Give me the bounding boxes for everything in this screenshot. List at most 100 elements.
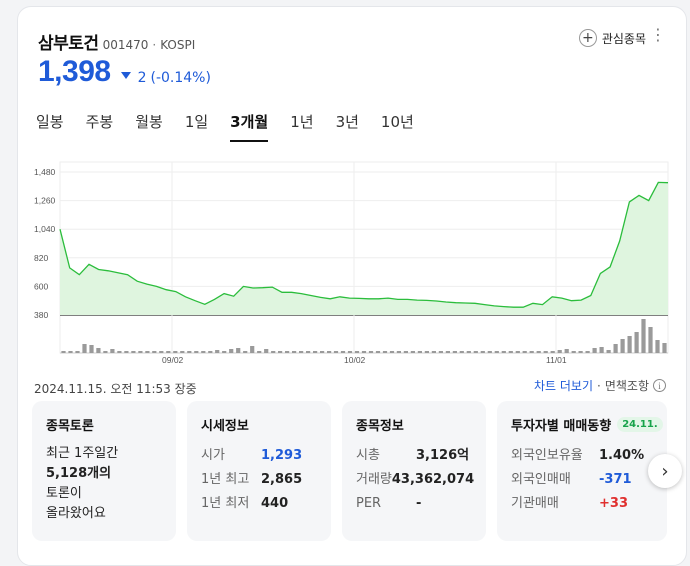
volume-bar: [585, 351, 590, 353]
current-price: 1,398: [38, 55, 111, 88]
period-tabs: 일봉 주봉 월봉 1일 3개월 1년 3년 10년: [36, 107, 436, 142]
price-area: [60, 182, 668, 315]
volume-bar: [606, 350, 611, 353]
tab-period[interactable]: 10년: [380, 113, 414, 131]
investor-panel[interactable]: 투자자별 매매동향 24.11. 외국인보유율 1.40% 외국인매매 -371 기관…: [497, 401, 667, 541]
investor-row: 외국인보유율 1.40%: [511, 448, 645, 463]
volume-bar: [536, 351, 541, 353]
tab-period[interactable]: 일봉: [36, 113, 64, 131]
volume-bar: [557, 350, 562, 353]
volume-bar: [229, 349, 234, 353]
y-tick-label: 1,260: [34, 196, 56, 206]
investor-row: 기관매매 +33: [511, 496, 628, 511]
quote-row: 시가 1,293: [201, 448, 303, 463]
more-vertical-icon[interactable]: ⋮: [650, 25, 666, 44]
stockinfo-panel[interactable]: 종목정보 시총 3,126억 거래량 43,362,074 PER -: [342, 401, 486, 541]
volume-bar: [613, 344, 618, 353]
tab-period[interactable]: 주봉: [85, 113, 114, 131]
stock-name[interactable]: 삼부토건: [38, 34, 99, 54]
volume-bar: [327, 351, 332, 353]
stock-card: 삼부토건 001470 · KOSPI + 관심종목 ⋮ 1,398 2 (-0…: [17, 6, 687, 566]
chevron-right-icon[interactable]: ›: [648, 454, 682, 488]
discussion-line: 최근 1주일간: [46, 446, 119, 461]
volume-bar: [159, 351, 164, 353]
volume-bar: [166, 351, 171, 353]
volume-bar: [417, 351, 422, 353]
volume-bar: [662, 343, 667, 353]
volume-bar: [124, 351, 129, 353]
chart-more-link[interactable]: 차트 더보기: [533, 379, 593, 393]
investor-row: 외국인매매 -371: [511, 472, 632, 487]
volume-bar: [313, 351, 318, 353]
panel-title: 투자자별 매매동향 24.11.: [511, 415, 663, 434]
volume-bar: [543, 351, 548, 353]
volume-bar: [292, 351, 297, 353]
volume-bar: [368, 351, 374, 353]
volume-bar: [271, 351, 276, 353]
tab-period[interactable]: 3년: [335, 113, 359, 131]
stockinfo-row: 거래량 43,362,074: [356, 472, 475, 487]
discussion-line: 올라왔어요: [46, 506, 106, 521]
volume-bar: [194, 351, 199, 353]
disclaimer-link[interactable]: 면책조항: [604, 379, 649, 393]
quote-panel[interactable]: 시세정보 시가 1,293 1년 최고 2,865 1년 최저 440: [187, 401, 331, 541]
quote-row: 1년 최고 2,865: [201, 472, 303, 487]
volume-bar: [236, 348, 241, 353]
price-chart[interactable]: 1,480 1,260 1,040 820 600 380 09/02 10/02 11/01: [32, 157, 672, 372]
volume-bar: [564, 349, 569, 353]
discussion-panel[interactable]: 종목토론 최근 1주일간 5,128개의 토론이 올라왔어요: [32, 401, 176, 541]
volume-bar: [152, 351, 157, 353]
volume-bar: [285, 351, 290, 353]
discussion-line: 토론이: [46, 486, 82, 501]
volume-bar: [299, 351, 304, 353]
discussion-line: 5,128개의: [46, 466, 112, 481]
info-icon[interactable]: i: [653, 379, 666, 392]
tab-period[interactable]: 1일: [184, 113, 209, 131]
stockinfo-row: PER -: [356, 496, 422, 511]
price-row: 1,398 2 (-0.14%): [38, 55, 211, 89]
volume-bar: [466, 351, 471, 353]
volume-bar: [571, 351, 576, 353]
volume-bar: [494, 351, 499, 353]
volume-bar: [68, 351, 73, 353]
volume-bar: [131, 351, 136, 353]
volume-bar: [278, 351, 283, 353]
price-change: 2 (-0.14%): [120, 69, 211, 86]
y-tick-label: 1,040: [34, 224, 56, 234]
watchlist-label: 관심종목: [601, 31, 646, 46]
volume-bar: [340, 351, 346, 353]
volume-bar: [501, 351, 506, 353]
volume-bar: [410, 351, 415, 353]
separator-dot: ·: [597, 378, 601, 393]
tab-period[interactable]: 월봉: [135, 113, 163, 131]
panel-title: 종목토론: [46, 419, 94, 434]
separator-dot: ·: [152, 38, 157, 52]
volume-bar: [250, 346, 255, 353]
watchlist-button[interactable]: + 관심종목: [578, 29, 646, 47]
tab-period[interactable]: 3개월: [230, 107, 269, 142]
y-tick-label: 820: [34, 253, 48, 263]
change-percent: (-0.14%): [150, 69, 211, 86]
volume-bar: [110, 349, 115, 353]
volume-bar: [75, 351, 80, 353]
volume-bar: [382, 351, 388, 353]
x-tick-label: 10/02: [344, 355, 366, 365]
plus-icon: +: [578, 29, 597, 47]
volume-bar: [648, 327, 653, 353]
tab-period[interactable]: 1년: [290, 113, 314, 131]
panel-title: 종목정보: [356, 419, 404, 434]
volume-bar: [96, 348, 101, 353]
volume-bar: [173, 351, 178, 353]
volume-bar: [222, 351, 227, 353]
volume-bar: [138, 351, 143, 353]
volume-bar: [452, 351, 457, 353]
volume-bar: [487, 351, 492, 353]
stock-header: 삼부토건 001470 · KOSPI: [38, 29, 195, 54]
y-tick-label: 600: [34, 281, 48, 291]
volume-bar: [389, 351, 395, 353]
volume-bar: [403, 351, 408, 353]
volume-bar: [215, 350, 220, 353]
change-amount: 2: [137, 69, 147, 86]
volume-bar: [354, 351, 360, 353]
volume-bar: [480, 351, 485, 353]
